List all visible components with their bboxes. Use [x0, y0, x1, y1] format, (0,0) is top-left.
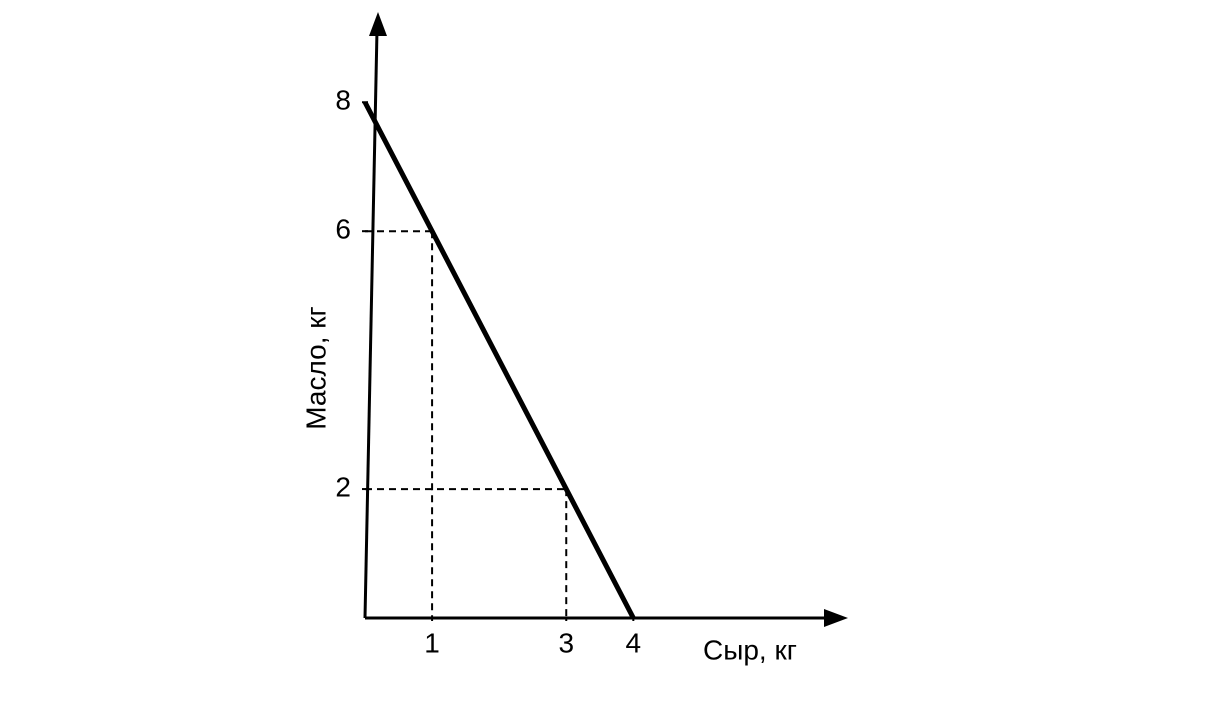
x-axis-title: Сыр, кг — [703, 634, 797, 665]
y-tick-label: 8 — [335, 85, 351, 116]
y-tick-label: 2 — [335, 471, 351, 502]
y-tick-label: 6 — [335, 214, 351, 245]
x-tick-label: 1 — [424, 627, 440, 658]
x-tick-label: 3 — [558, 627, 574, 658]
x-axis-arrow — [824, 609, 848, 627]
x-tick-label: 4 — [626, 627, 642, 658]
line-series — [362, 101, 636, 620]
y-axis-title: Масло, кг — [300, 306, 331, 429]
y-axis-arrow — [369, 12, 387, 36]
y-axis — [363, 29, 379, 619]
